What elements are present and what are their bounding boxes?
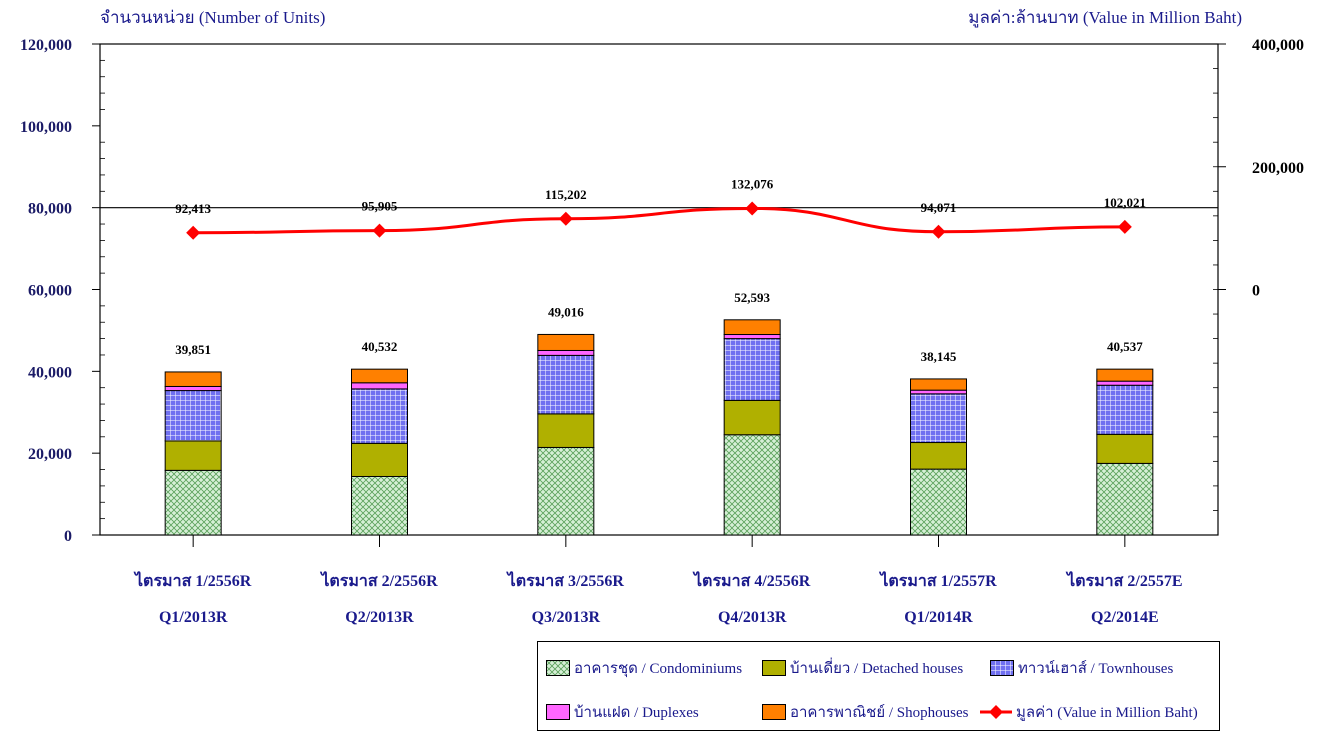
bar-segment	[351, 442, 408, 477]
bar-segment	[537, 446, 595, 536]
bar-segment	[723, 399, 781, 436]
legend-swatch	[990, 660, 1014, 676]
bar-segment	[1096, 384, 1154, 435]
bar-segment	[723, 334, 781, 340]
legend-swatch	[762, 704, 786, 720]
value-data-label: 94,071	[921, 200, 957, 215]
value-data-label: 115,202	[545, 187, 587, 202]
left-axis-title: จำนวนหน่วย (Number of Units)	[100, 8, 326, 27]
legend-label: อาคารพาณิชย์ / Shophouses	[790, 705, 969, 721]
bar-segment	[723, 319, 781, 336]
legend-item: มูลค่า (Value in Million Baht)	[980, 700, 1198, 724]
value-line	[193, 206, 1125, 235]
value-data-label: 92,413	[175, 201, 211, 216]
legend-item: บ้านเดี่ยว / Detached houses	[762, 656, 963, 680]
x-category-label-en: Q4/2013R	[718, 609, 787, 626]
value-marker	[186, 225, 201, 240]
left-tick-label: 20,000	[28, 446, 72, 463]
bar-total-label: 39,851	[175, 342, 211, 357]
bar-segment	[537, 349, 595, 356]
x-category-label-en: Q2/2014E	[1091, 609, 1159, 626]
legend-item: บ้านแฝด / Duplexes	[546, 700, 699, 724]
bar-segment	[537, 354, 595, 415]
legend-label: บ้านเดี่ยว / Detached houses	[790, 661, 964, 677]
left-tick-label: 120,000	[20, 37, 72, 54]
legend-item: อาคารพาณิชย์ / Shophouses	[762, 700, 968, 724]
bar-segment	[164, 390, 222, 442]
chart-legend: อาคารชุด / Condominiums บ้านเดี่ยว / Deta…	[537, 641, 1220, 731]
bar-total-label: 40,537	[1107, 339, 1143, 354]
left-tick-label: 40,000	[28, 364, 72, 381]
bar-segment	[910, 378, 967, 391]
bar-segment	[1096, 380, 1154, 386]
left-tick-label: 60,000	[28, 283, 72, 300]
bar-segment	[164, 385, 222, 392]
bar-total-label: 49,016	[548, 304, 584, 319]
x-category-label-th: ไตรมาส 1/2556R	[133, 571, 252, 590]
x-category-label-en: Q2/2013R	[345, 609, 414, 626]
bar-total-label: 38,145	[921, 349, 957, 364]
bar-segment	[723, 338, 781, 401]
x-category-label-en: Q1/2014R	[904, 609, 973, 626]
bar-segment	[351, 475, 408, 536]
legend-label: อาคารชุด / Condominiums	[574, 661, 743, 677]
bar-segment	[164, 371, 222, 387]
x-category-label-th: ไตรมาส 4/2556R	[692, 571, 811, 590]
legend-label: บ้านแฝด / Duplexes	[574, 705, 699, 721]
bar-segment	[910, 393, 967, 444]
x-category-label-en: Q3/2013R	[532, 609, 601, 626]
bar-segment	[910, 389, 967, 395]
legend-item: อาคารชุด / Condominiums	[546, 656, 742, 680]
bar-segment	[537, 333, 595, 351]
bar-segment	[1096, 368, 1154, 382]
value-data-label: 132,076	[731, 176, 774, 191]
value-data-label: 102,021	[1104, 195, 1146, 210]
legend-swatch	[546, 660, 570, 676]
right-tick-label: 400,000	[1252, 37, 1304, 54]
stacked-bar-line-chart: 020,00040,00060,00080,000100,000120,000 …	[20, 37, 1304, 626]
bar-segment	[1096, 462, 1154, 536]
plot-area-border	[99, 43, 1219, 536]
right-tick-label: 0	[1252, 283, 1260, 300]
legend-swatch	[762, 660, 786, 676]
left-tick-label: 0	[64, 528, 72, 545]
x-category-label-th: ไตรมาส 2/2556R	[319, 571, 438, 590]
value-marker	[1117, 219, 1132, 234]
value-marker	[931, 224, 946, 239]
value-data-label: 95,905	[362, 199, 398, 214]
bar-segment	[910, 468, 967, 536]
value-marker	[745, 201, 760, 216]
bar-total-label: 52,593	[734, 290, 770, 305]
bar-segment	[723, 434, 781, 536]
bar-total-label: 40,532	[362, 339, 398, 354]
x-category-label-th: ไตรมาส 1/2557R	[878, 571, 997, 590]
right-axis-title: มูลค่า:ล้านบาท (Value in Million Baht)	[968, 8, 1242, 27]
right-tick-label: 200,000	[1252, 160, 1304, 177]
legend-line-marker	[980, 705, 1012, 719]
left-tick-label: 100,000	[20, 119, 72, 136]
bar-segment	[351, 368, 408, 384]
bar-segment	[164, 469, 222, 536]
x-category-label-th: ไตรมาส 2/2557E	[1065, 571, 1182, 590]
legend-swatch	[546, 704, 570, 720]
left-tick-label: 80,000	[28, 201, 72, 218]
bar-segment	[351, 382, 408, 390]
bar-segment	[351, 388, 408, 444]
legend-item: ทาวน์เฮาส์ / Townhouses	[990, 656, 1173, 680]
value-marker	[372, 223, 387, 238]
legend-label: ทาวน์เฮาส์ / Townhouses	[1018, 661, 1174, 677]
bar-segment	[1096, 433, 1154, 464]
x-category-label-en: Q1/2013R	[159, 609, 228, 626]
legend-label: มูลค่า (Value in Million Baht)	[1016, 705, 1198, 721]
x-category-label-th: ไตรมาส 3/2556R	[506, 571, 625, 590]
bar-segment	[164, 440, 222, 471]
bar-segment	[910, 442, 967, 470]
value-marker	[558, 211, 573, 226]
bar-segment	[537, 413, 595, 448]
